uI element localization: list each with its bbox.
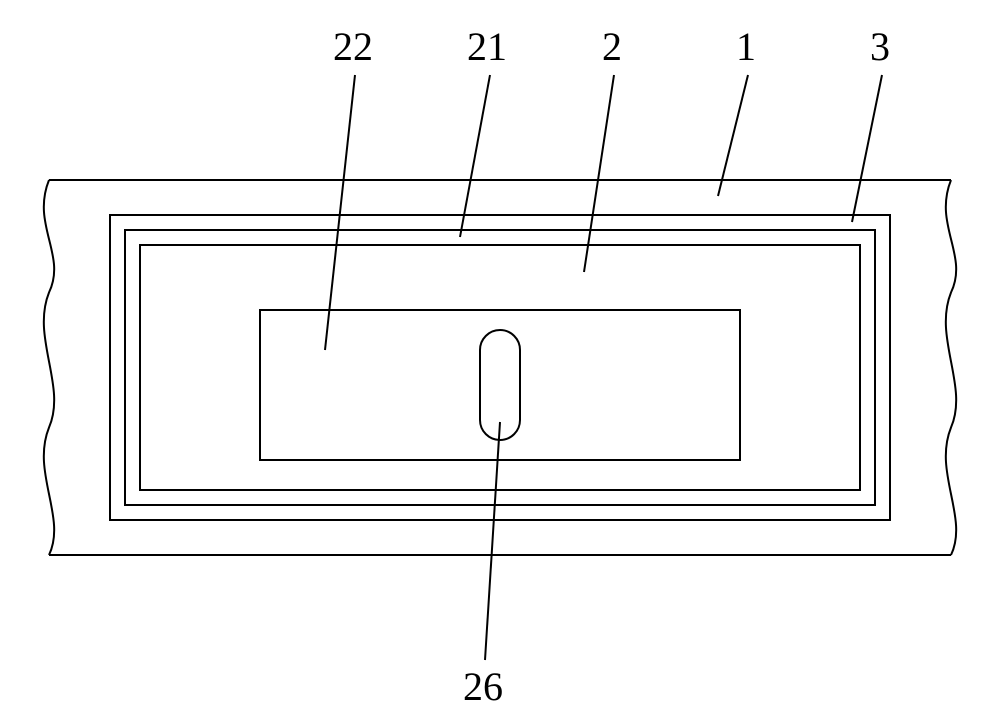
label-21: 21 [467, 24, 507, 69]
leader-line-22 [325, 75, 355, 350]
outer-left-wavy-edge [44, 180, 54, 555]
label-26: 26 [463, 664, 503, 709]
label-3: 3 [870, 24, 890, 69]
label-22: 22 [333, 24, 373, 69]
rect-21 [125, 230, 875, 505]
leader-line-1 [718, 75, 748, 196]
leader-line-2 [584, 75, 614, 272]
label-1: 1 [736, 24, 756, 69]
rect-3 [110, 215, 890, 520]
leader-line-26 [485, 422, 500, 660]
leader-line-3 [852, 75, 882, 222]
rect-2 [140, 245, 860, 490]
label-2: 2 [602, 24, 622, 69]
leader-line-21 [460, 75, 490, 237]
outer-right-wavy-edge [946, 180, 956, 555]
